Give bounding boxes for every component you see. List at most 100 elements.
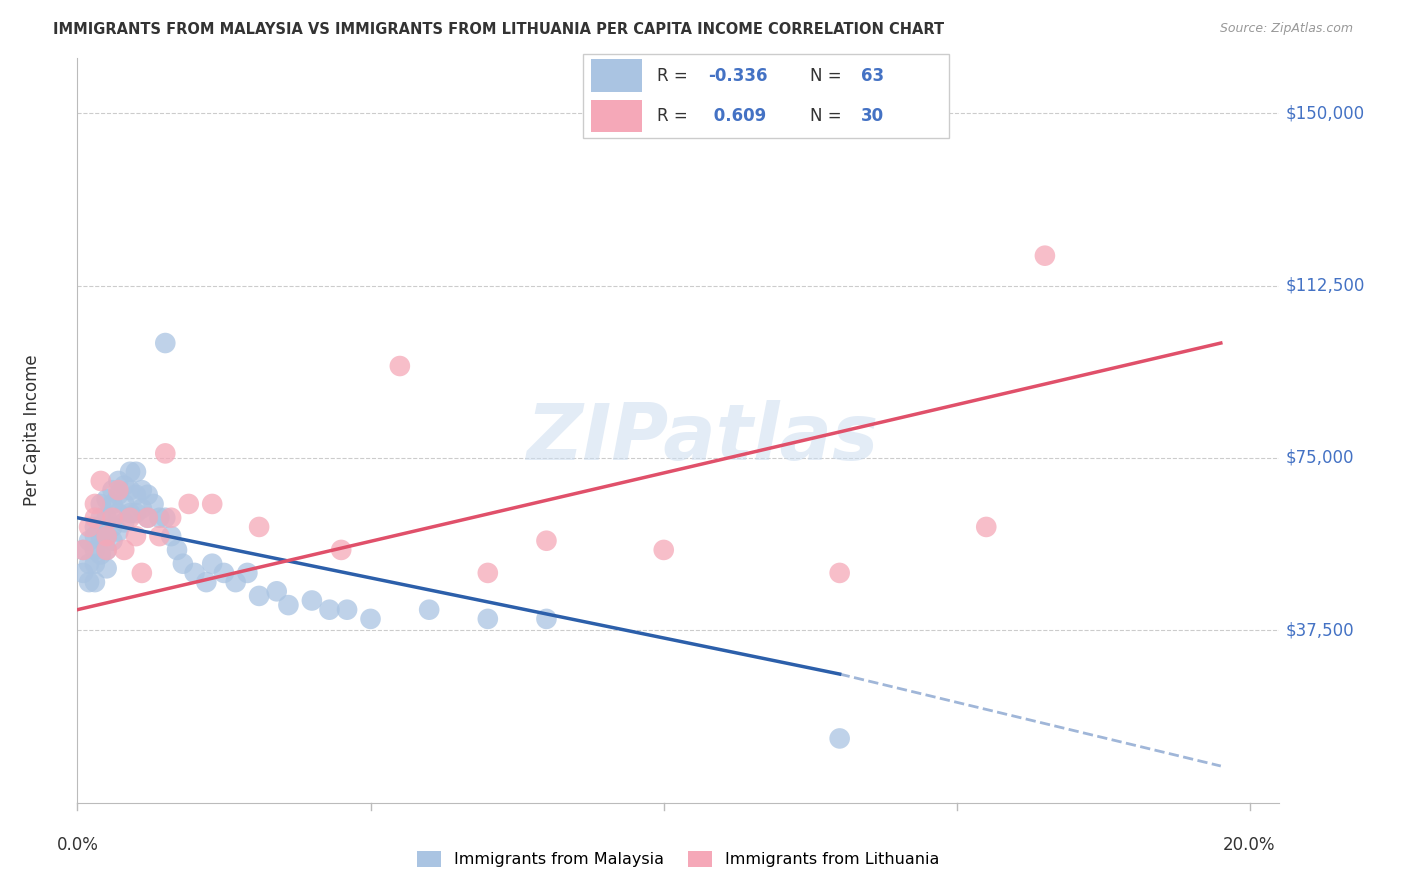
Point (225, 575, 247, 590)
Text: N =: N = (810, 67, 846, 85)
Point (96, 529, 118, 543)
Point (125, 465, 148, 479)
Point (160, 510, 183, 524)
Point (360, 612, 382, 626)
Point (90, 548, 112, 562)
Point (107, 488, 129, 502)
Point (101, 510, 124, 524)
Point (72, 543, 94, 558)
Point (148, 529, 170, 543)
Text: 0.609: 0.609 (707, 107, 766, 125)
Point (388, 359, 411, 373)
Point (101, 483, 124, 498)
Point (96, 543, 118, 558)
Point (131, 566, 153, 580)
Point (125, 529, 148, 543)
Point (247, 589, 270, 603)
Point (90, 510, 112, 524)
Point (96, 529, 118, 543)
Point (84, 510, 107, 524)
Point (131, 501, 153, 516)
Point (142, 497, 165, 511)
Bar (591, 60, 643, 92)
Point (477, 566, 499, 580)
Point (77, 520, 100, 534)
Point (107, 524, 129, 539)
Point (177, 497, 200, 511)
Point (120, 465, 142, 479)
Text: -0.336: -0.336 (707, 67, 768, 85)
Point (112, 516, 135, 530)
Point (236, 566, 259, 580)
Text: R =: R = (657, 67, 693, 85)
Point (125, 506, 148, 520)
Point (84, 557, 107, 571)
Point (84, 543, 107, 558)
Point (77, 557, 100, 571)
Point (247, 520, 270, 534)
Text: $112,500: $112,500 (1285, 277, 1365, 294)
Point (96, 561, 118, 575)
Text: 30: 30 (862, 107, 884, 125)
Bar (591, 100, 643, 132)
Point (107, 483, 129, 498)
Point (201, 557, 224, 571)
Point (120, 506, 142, 520)
Point (84, 575, 107, 590)
Legend: Immigrants from Malaysia, Immigrants from Lithuania: Immigrants from Malaysia, Immigrants fro… (411, 844, 946, 873)
Point (828, 731, 851, 746)
Point (160, 529, 183, 543)
Point (101, 533, 124, 548)
Point (1033, 249, 1056, 263)
Point (318, 603, 340, 617)
Point (148, 510, 170, 524)
Point (90, 474, 112, 488)
Point (107, 474, 129, 488)
Point (277, 598, 299, 612)
Point (301, 593, 323, 607)
Point (125, 488, 148, 502)
Point (131, 483, 153, 498)
Point (101, 497, 124, 511)
Point (330, 543, 353, 558)
Point (536, 533, 558, 548)
Text: N =: N = (810, 107, 846, 125)
Point (112, 478, 135, 492)
Point (77, 575, 100, 590)
Point (84, 497, 107, 511)
Text: Per Capita Income: Per Capita Income (22, 355, 41, 506)
Text: 20.0%: 20.0% (1223, 837, 1275, 855)
Point (172, 557, 194, 571)
Point (183, 566, 205, 580)
Point (112, 497, 135, 511)
Point (336, 603, 359, 617)
Point (107, 506, 129, 520)
Text: 63: 63 (862, 67, 884, 85)
Point (90, 529, 112, 543)
Point (101, 520, 124, 534)
Text: $37,500: $37,500 (1285, 622, 1354, 640)
Text: $75,000: $75,000 (1285, 449, 1354, 467)
Text: $150,000: $150,000 (1285, 104, 1365, 122)
Point (155, 510, 177, 524)
Point (90, 497, 112, 511)
Point (155, 446, 177, 460)
Point (96, 510, 118, 524)
Text: R =: R = (657, 107, 693, 125)
Point (652, 543, 675, 558)
Point (120, 483, 142, 498)
Point (84, 529, 107, 543)
Point (201, 497, 224, 511)
Point (72, 543, 94, 558)
Point (418, 603, 440, 617)
Point (974, 520, 997, 534)
Point (112, 543, 135, 558)
Text: Source: ZipAtlas.com: Source: ZipAtlas.com (1219, 22, 1353, 36)
Point (828, 566, 851, 580)
Text: IMMIGRANTS FROM MALAYSIA VS IMMIGRANTS FROM LITHUANIA PER CAPITA INCOME CORRELAT: IMMIGRANTS FROM MALAYSIA VS IMMIGRANTS F… (53, 22, 945, 37)
Point (96, 543, 118, 558)
Text: ZIPatlas: ZIPatlas (526, 400, 879, 475)
Point (96, 492, 118, 507)
Point (477, 612, 499, 626)
Point (136, 488, 159, 502)
